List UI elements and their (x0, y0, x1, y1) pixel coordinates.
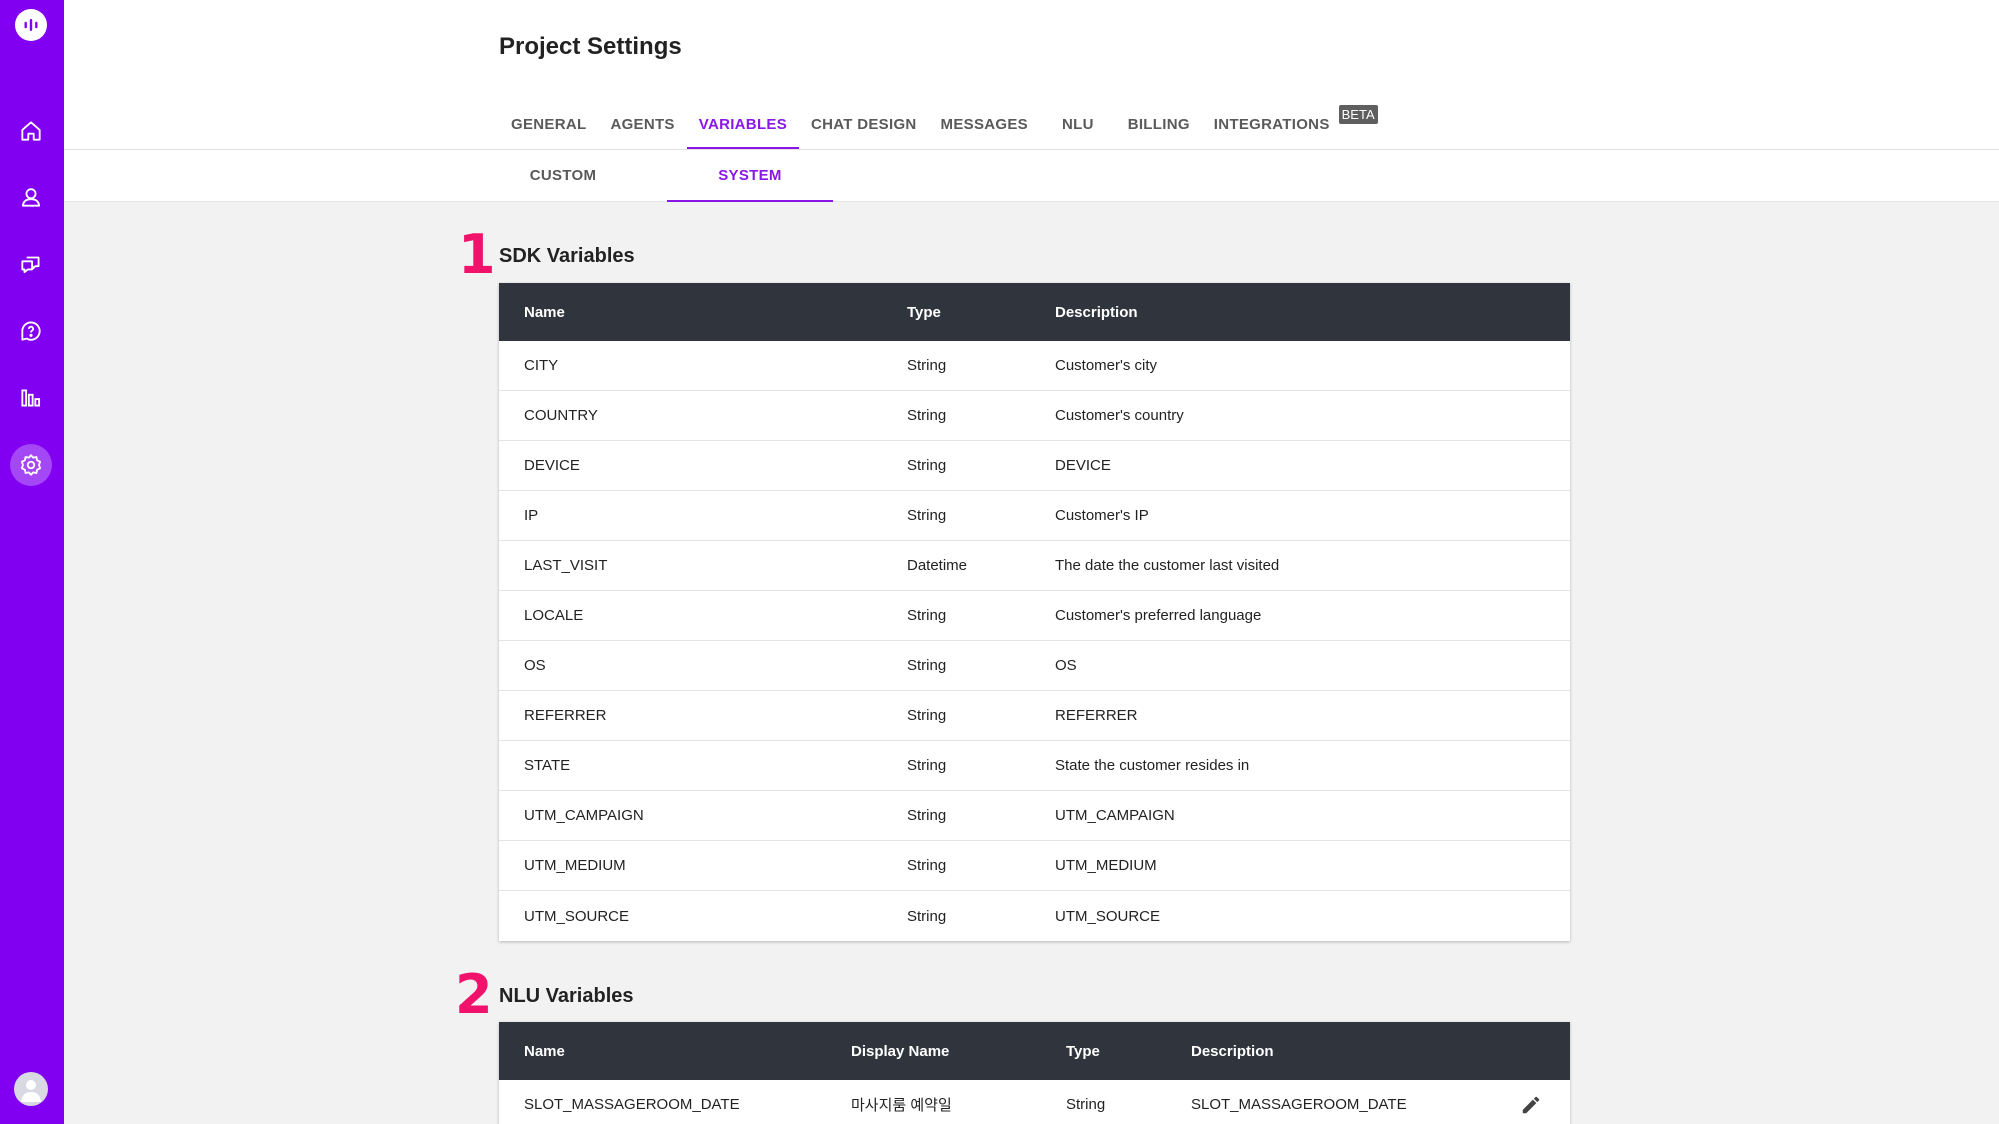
variable-description: OS (1055, 657, 1077, 674)
page-title: Project Settings (499, 33, 682, 60)
variable-description: Customer's preferred language (1055, 607, 1262, 624)
column-header-display-name: Display Name (851, 1042, 950, 1060)
variables-subtabs: CUSTOM SYSTEM (64, 150, 1999, 202)
table-header: Name Type Description (499, 283, 1570, 341)
beta-badge: BETA (1338, 105, 1378, 124)
table-row: IP String Customer's IP (499, 491, 1570, 541)
column-header-description: Description (1191, 1042, 1274, 1060)
tab-agents[interactable]: AGENTS (610, 116, 675, 133)
variable-description: UTM_MEDIUM (1055, 857, 1157, 874)
variable-name: CITY (524, 357, 559, 374)
variable-name: REFERRER (524, 707, 607, 724)
variable-display-name: 마사지룸 예약일 (851, 1097, 952, 1114)
tab-general[interactable]: GENERAL (511, 116, 587, 133)
column-header-name: Name (524, 1042, 565, 1060)
subtab-system[interactable]: SYSTEM (667, 150, 833, 202)
variable-description: Customer's city (1055, 357, 1158, 374)
table-row: UTM_CAMPAIGN String UTM_CAMPAIGN (499, 791, 1570, 841)
sdk-variables-table: Name Type Description CITY String Custom… (499, 283, 1570, 941)
avatar[interactable] (14, 1072, 48, 1106)
tab-variables[interactable]: VARIABLES (686, 102, 800, 149)
variable-name: STATE (524, 757, 571, 774)
chat-icon[interactable] (10, 243, 52, 285)
variable-type: String (907, 857, 947, 874)
table-row: DEVICE String DEVICE (499, 441, 1570, 491)
tab-billing[interactable]: BILLING (1127, 116, 1190, 133)
table-row: REFERRER String REFERRER (499, 691, 1570, 741)
variable-description: Customer's country (1055, 407, 1184, 424)
table-row: LOCALE String Customer's preferred langu… (499, 591, 1570, 641)
variable-description: The date the customer last visited (1055, 557, 1280, 574)
variable-name: SLOT_MASSAGEROOM_DATE (524, 1096, 740, 1113)
variable-description: DEVICE (1055, 457, 1111, 474)
tab-integrations[interactable]: INTEGRATIONS BETA (1202, 102, 1378, 149)
nlu-variables-table: Name Display Name Type Description SLOT_… (499, 1022, 1570, 1124)
variable-type: String (907, 907, 947, 925)
tab-nlu[interactable]: NLU (1061, 116, 1094, 133)
help-icon[interactable] (10, 310, 52, 352)
section-marker-1: 1 (458, 223, 496, 286)
variable-description: State the customer resides in (1055, 757, 1250, 774)
table-row: SLOT_MASSAGEROOM_DATE 마사지룸 예약일 String SL… (499, 1080, 1570, 1124)
home-icon[interactable] (10, 110, 52, 152)
variable-description: SLOT_MASSAGEROOM_DATE (1191, 1096, 1407, 1113)
tab-integrations-label: INTEGRATIONS (1213, 116, 1330, 133)
variable-type: String (907, 407, 947, 424)
variable-name: IP (524, 507, 539, 524)
table-row: LAST_VISIT Datetime The date the custome… (499, 541, 1570, 591)
section-marker-2: 2 (455, 963, 493, 1026)
tab-messages[interactable]: MESSAGES (940, 116, 1028, 133)
variable-type: String (1066, 1096, 1106, 1113)
nlu-variables-title: NLU Variables (499, 985, 634, 1007)
variable-type: String (907, 457, 947, 474)
variable-name: UTM_SOURCE (524, 907, 630, 925)
variable-name: COUNTRY (524, 407, 598, 424)
column-header-type: Type (907, 303, 941, 321)
variable-name: OS (524, 657, 546, 674)
sidebar (0, 0, 64, 1124)
variable-type: String (907, 657, 947, 674)
variable-name: LAST_VISIT (524, 557, 608, 574)
settings-icon[interactable] (10, 444, 52, 486)
variable-name: UTM_MEDIUM (524, 857, 626, 874)
column-header-type: Type (1066, 1042, 1100, 1060)
variable-name: UTM_CAMPAIGN (524, 807, 644, 824)
variable-description: UTM_CAMPAIGN (1055, 807, 1175, 824)
variable-name: LOCALE (524, 607, 584, 624)
variable-description: Customer's IP (1055, 507, 1149, 524)
variable-type: Datetime (907, 557, 968, 574)
table-row: UTM_MEDIUM String UTM_MEDIUM (499, 841, 1570, 891)
tab-chat-design[interactable]: CHAT DESIGN (811, 116, 917, 133)
user-icon[interactable] (10, 176, 52, 218)
variable-type: String (907, 507, 947, 524)
page-header: Project Settings GENERAL AGENTS VARIABLE… (64, 0, 1999, 150)
sdk-variables-title: SDK Variables (499, 245, 635, 267)
table-row: CITY String Customer's city (499, 341, 1570, 391)
variable-type: String (907, 757, 947, 774)
variable-name: DEVICE (524, 457, 580, 474)
variable-type: String (907, 807, 947, 824)
column-header-description: Description (1055, 303, 1138, 321)
edit-icon[interactable] (1520, 1094, 1542, 1116)
chart-icon[interactable] (10, 377, 52, 419)
subtab-custom[interactable]: CUSTOM (529, 167, 597, 184)
variable-description: UTM_SOURCE (1055, 907, 1161, 925)
variable-type: String (907, 707, 947, 724)
column-header-name: Name (524, 303, 565, 321)
table-row: UTM_SOURCE String UTM_SOURCE (499, 891, 1570, 941)
table-row: OS String OS (499, 641, 1570, 691)
table-row: COUNTRY String Customer's country (499, 391, 1570, 441)
table-header: Name Display Name Type Description (499, 1022, 1570, 1080)
table-row: STATE String State the customer resides … (499, 741, 1570, 791)
settings-tabs: GENERAL AGENTS VARIABLES CHAT DESIGN MES… (499, 102, 1378, 149)
app-logo-icon[interactable] (10, 4, 52, 46)
variable-type: String (907, 357, 947, 374)
variable-description: REFERRER (1055, 707, 1138, 724)
variable-type: String (907, 607, 947, 624)
